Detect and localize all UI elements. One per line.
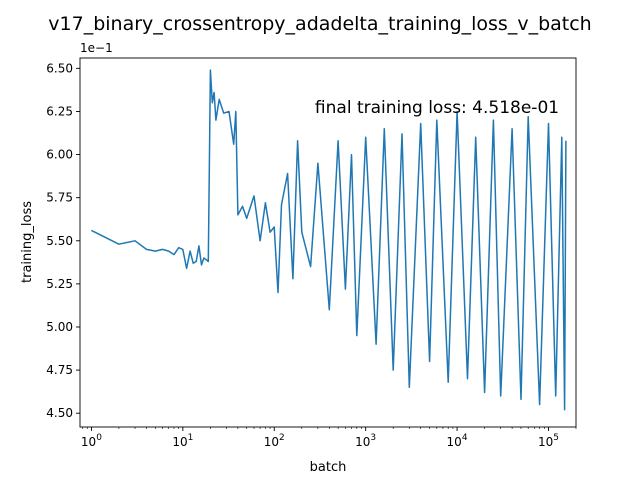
- series-layer: [91, 69, 567, 411]
- y-tick-label: 5.00: [46, 320, 73, 334]
- final-loss-annotation: final training loss: 4.518e-01: [315, 98, 559, 118]
- y-axis-label: training_loss: [20, 201, 35, 283]
- y-tick-label: 5.25: [46, 277, 73, 291]
- y-tick-label: 5.50: [46, 234, 73, 248]
- loss-series-line: [91, 69, 567, 411]
- y-tick-label: 4.75: [46, 363, 73, 377]
- x-axis: 100 101 102 103 104 105: [81, 427, 577, 449]
- y-axis: 4.50 4.75 5.00 5.25 5.50 5.75 6.00 6.25 6.50: [46, 61, 80, 420]
- y-tick-label: 6.00: [46, 148, 73, 162]
- x-tick-label: 101: [172, 433, 193, 449]
- x-tick-label: 100: [81, 433, 102, 449]
- plot-frame: [79, 57, 577, 428]
- x-tick-label: 103: [355, 433, 376, 449]
- x-axis-label: batch: [310, 460, 347, 475]
- y-tick-label: 4.50: [46, 406, 73, 420]
- y-tick-label: 6.25: [46, 104, 73, 118]
- plot-area: 100 101 102 103 104 105 4.50 4.75 5.00 5.25 5.50 5…: [46, 57, 577, 449]
- y-offset-label: 1e−1: [80, 41, 113, 55]
- x-tick-label: 104: [447, 433, 468, 449]
- x-tick-label: 102: [264, 433, 285, 449]
- chart-title: v17_binary_crossentropy_adadelta_trainin…: [48, 13, 591, 35]
- y-tick-label: 5.75: [46, 191, 73, 205]
- y-tick-label: 6.50: [46, 61, 73, 75]
- x-tick-label: 105: [538, 433, 559, 449]
